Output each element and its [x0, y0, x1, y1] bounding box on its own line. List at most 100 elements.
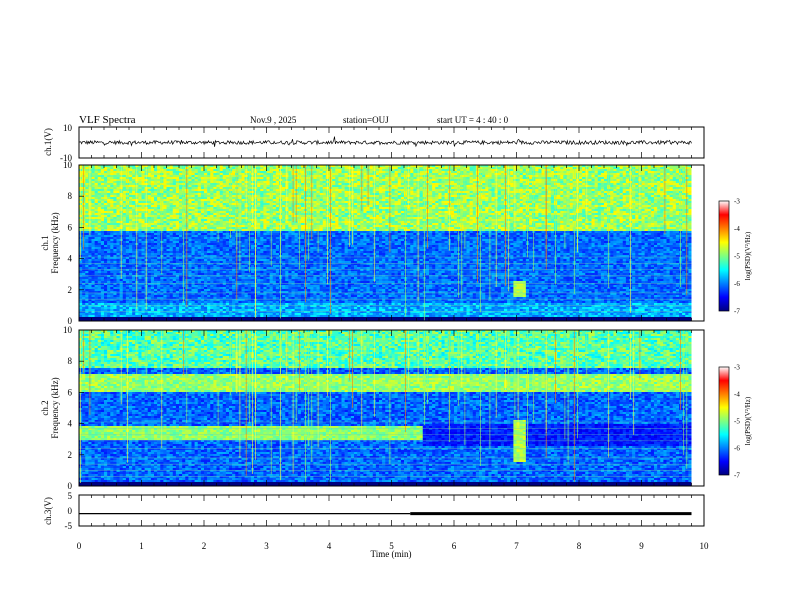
start-time-label: start UT = 4 : 40 : 0: [437, 115, 509, 125]
spec1-cell: [345, 173, 348, 175]
spec1-cell: [363, 175, 366, 177]
spec1-cell: [95, 171, 98, 173]
spec1-cell: [129, 177, 132, 179]
spec1-cell: [617, 175, 620, 177]
spec1-cell: [654, 171, 657, 173]
spec1-cell: [432, 173, 435, 175]
spec1-cell: [538, 177, 541, 179]
spec1-cell: [438, 169, 441, 171]
spec1-cell: [210, 167, 213, 169]
spec1-cell: [107, 175, 110, 177]
spec1-cell: [454, 177, 457, 179]
spec1-cell: [413, 169, 416, 171]
spec1-cell: [520, 173, 523, 175]
spec1-cell: [498, 171, 501, 173]
spec1-cell: [335, 175, 338, 177]
spec1-cell: [195, 167, 198, 169]
spec1-cell: [401, 173, 404, 175]
spec1-cell: [301, 177, 304, 179]
spec1-cell: [101, 175, 104, 177]
spec1-cell: [582, 167, 585, 169]
spec1-cell: [588, 177, 591, 179]
spec1-cell: [151, 171, 154, 173]
spec1-cell: [645, 175, 648, 177]
spec1-cell: [398, 173, 401, 175]
spec1-cell: [588, 171, 591, 173]
spec1-cell: [398, 169, 401, 171]
spec1-cell: [242, 175, 245, 177]
spec1-cell: [382, 167, 385, 169]
spec1-cell: [370, 177, 373, 179]
spec1-cell: [667, 171, 670, 173]
spec1-cell: [95, 173, 98, 175]
spec1-cell: [626, 175, 629, 177]
spec1-cell: [342, 177, 345, 179]
spec1-cell: [320, 177, 323, 179]
spec1-cell: [379, 175, 382, 177]
spec1-cell: [442, 167, 445, 169]
spec1-cell: [148, 173, 151, 175]
spec1-cell: [195, 173, 198, 175]
spec1-cell: [657, 169, 660, 171]
spec1-cell: [98, 171, 101, 173]
spec1-cell: [301, 173, 304, 175]
spec1-cell: [260, 175, 263, 177]
spec1-cell: [560, 177, 563, 179]
spec1-cell: [223, 173, 226, 175]
spec1-cell: [395, 167, 398, 169]
spec1-cell: [617, 177, 620, 179]
spec1-cell: [110, 167, 113, 169]
spec1-cell: [395, 169, 398, 171]
spec1-cell: [454, 171, 457, 173]
spec1-cell: [595, 169, 598, 171]
spec1-cell: [570, 167, 573, 169]
spec1-cell: [498, 177, 501, 179]
spec1-cell: [676, 171, 679, 173]
spec1-cell: [535, 173, 538, 175]
spec1-cell: [204, 173, 207, 175]
spec1-cell: [688, 175, 691, 177]
spec1-cell: [582, 169, 585, 171]
spec1-cell: [335, 171, 338, 173]
spec1-cell: [670, 169, 673, 171]
spec1-cell: [520, 167, 523, 169]
spec1-cell: [498, 169, 501, 171]
spec1-cell: [467, 177, 470, 179]
spec1-cell: [342, 169, 345, 171]
spec1-cell: [167, 167, 170, 169]
spec1-cell: [213, 177, 216, 179]
spec1-cell: [363, 177, 366, 179]
spec1-cell: [660, 173, 663, 175]
spec1-cell: [110, 169, 113, 171]
spec1-cell: [598, 173, 601, 175]
spec1-cell: [410, 169, 413, 171]
spec1-cell: [382, 175, 385, 177]
spec1-cell: [642, 177, 645, 179]
spec1-cell: [535, 171, 538, 173]
spec1-cell: [413, 173, 416, 175]
spec1-cell: [267, 167, 270, 169]
spec1-cell: [148, 169, 151, 171]
spec1-cell: [410, 171, 413, 173]
spec1-cell: [642, 173, 645, 175]
ch1-panel: 10 -10 ch.1(V): [43, 123, 704, 163]
spec1-cell: [98, 175, 101, 177]
spec1-cell: [670, 167, 673, 169]
spec1-cell: [163, 175, 166, 177]
spec1-cell: [592, 167, 595, 169]
spec1-cell: [220, 169, 223, 171]
spec1-cell: [654, 173, 657, 175]
spec1-cell: [492, 177, 495, 179]
spec1-cell: [482, 171, 485, 173]
spec1-cell: [176, 177, 179, 179]
spec1-cell: [445, 171, 448, 173]
spec1-cell: [223, 177, 226, 179]
spec1-cell: [354, 173, 357, 175]
spec1-cell: [657, 171, 660, 173]
spec1-cell: [376, 169, 379, 171]
spec1-cell: [688, 169, 691, 171]
spec1-cell: [151, 177, 154, 179]
spec1-cell: [357, 177, 360, 179]
spec1-cell: [210, 177, 213, 179]
spec1-cell: [338, 173, 341, 175]
